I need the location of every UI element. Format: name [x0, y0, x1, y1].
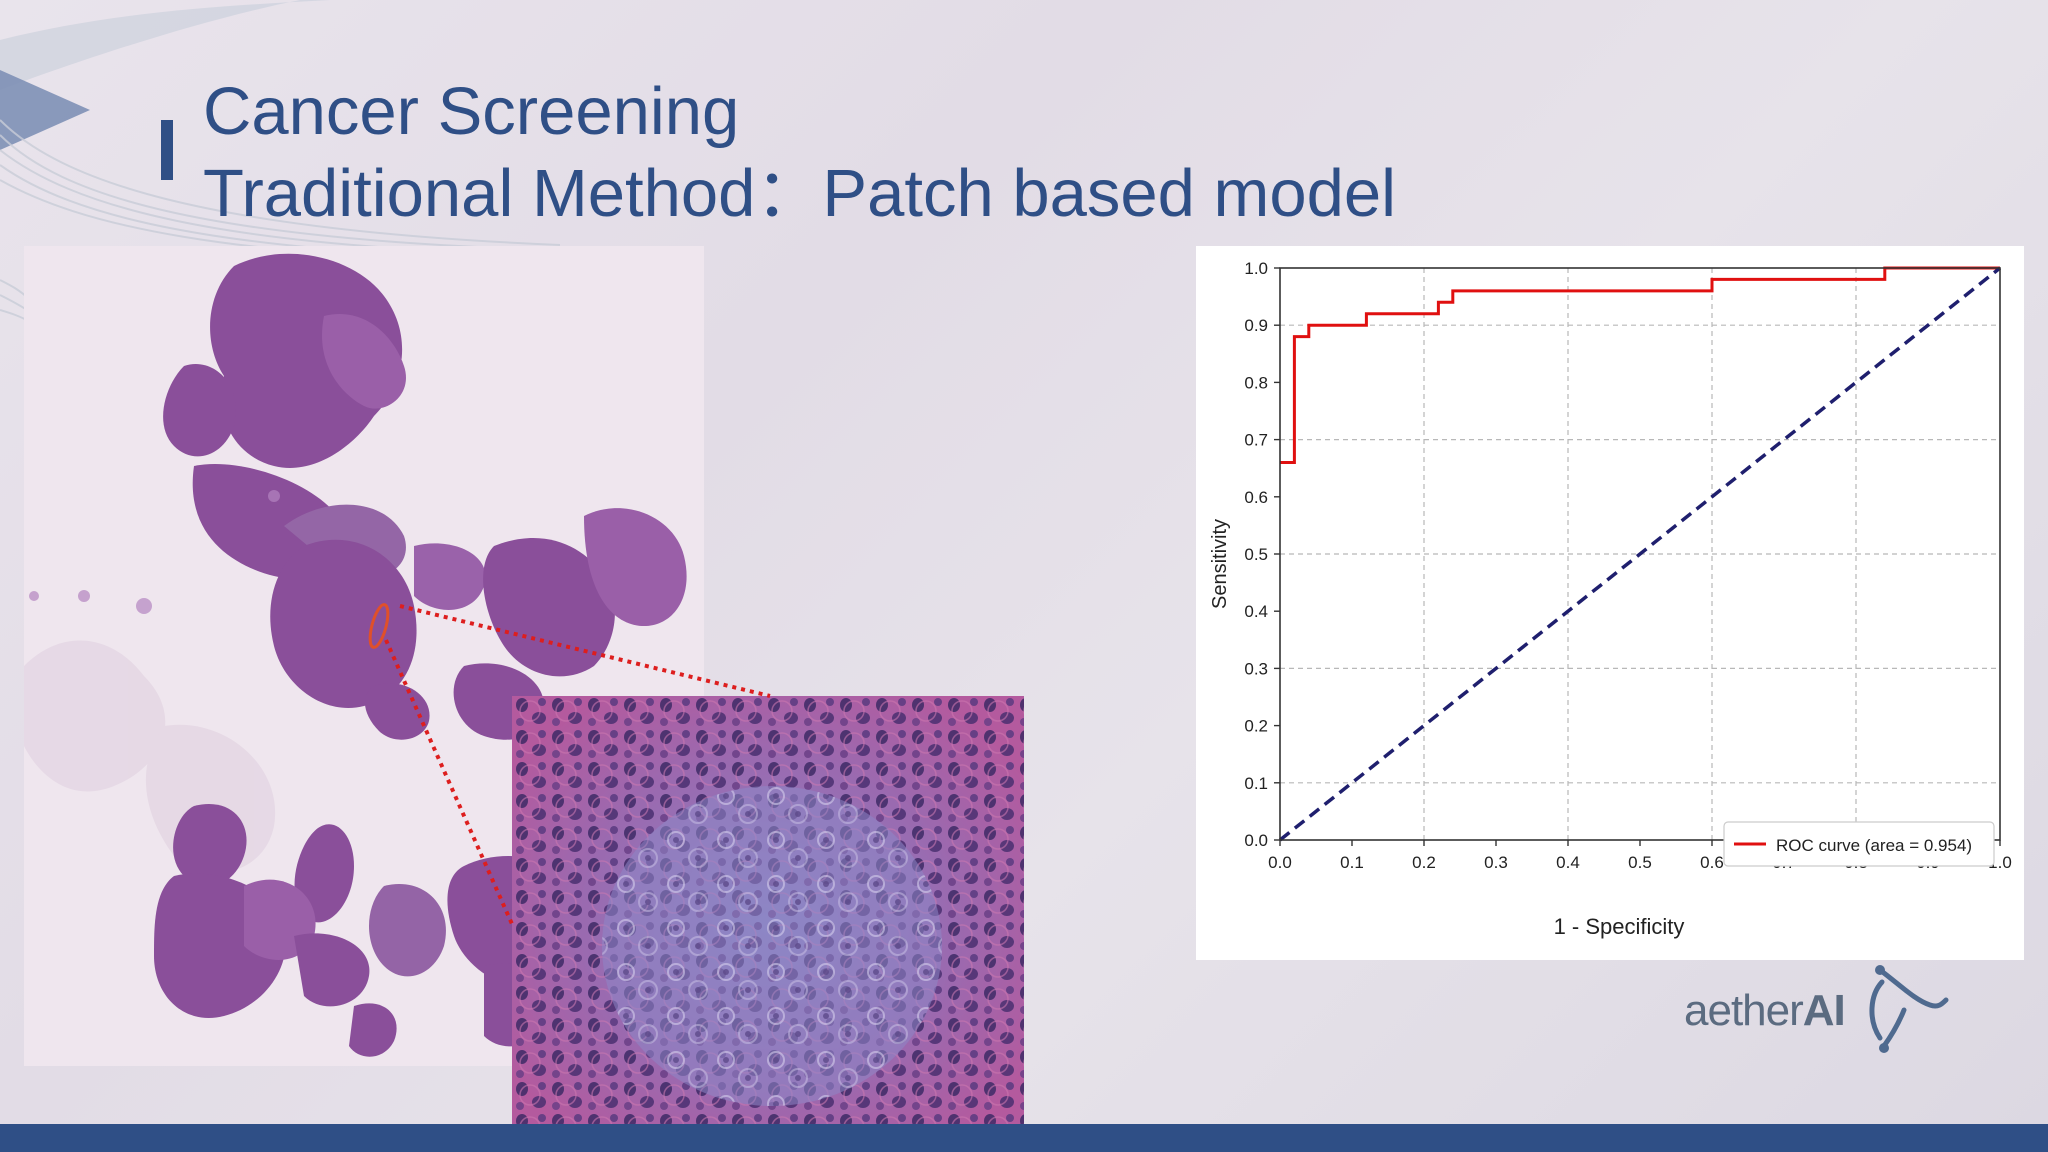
y-tick-label: 0.4 — [1244, 602, 1268, 621]
x-tick-label: 0.6 — [1700, 853, 1724, 872]
x-tick-label: 0.1 — [1340, 853, 1364, 872]
y-tick-label: 0.8 — [1244, 373, 1268, 392]
roc-chart-panel: 0.0 0.1 0.2 0.3 0.4 0.5 0.6 0.7 0.8 0.9 1.0 0.0 0.1… — [1196, 246, 2024, 960]
slide-title: Cancer Screening — [203, 74, 740, 149]
slide-subtitle: Traditional Method：Patch based model — [203, 156, 1397, 231]
x-tick-label: 0.0 — [1268, 853, 1292, 872]
y-tick-label: 0.5 — [1244, 545, 1268, 564]
y-tick-label: 0.1 — [1244, 774, 1268, 793]
y-axis-label: Sensitivity — [1209, 519, 1231, 609]
title-accent-bar — [161, 120, 173, 180]
legend-box — [1723, 821, 1995, 867]
x-tick-label: 0.5 — [1628, 853, 1652, 872]
chart-grid — [1280, 268, 2000, 840]
y-tick-label: 0.9 — [1244, 316, 1268, 335]
legend-entry: ROC curve (area = 0.954) — [1776, 836, 1972, 855]
y-tick-label: 1.0 — [1244, 259, 1268, 278]
zoomed-patch-image — [512, 696, 1024, 1152]
y-tick-label: 0.0 — [1244, 831, 1268, 850]
aetherai-logo-mark-icon — [1869, 965, 1949, 1053]
x-tick-label: 0.2 — [1412, 853, 1436, 872]
x-tick-label: 0.3 — [1484, 853, 1508, 872]
x-tick-label: 0.4 — [1556, 853, 1580, 872]
x-axis-label: 1 - Specificity — [1554, 914, 1685, 939]
y-tick-label: 0.2 — [1244, 717, 1268, 736]
y-tick-label: 0.6 — [1244, 488, 1268, 507]
y-axis-ticks: 0.0 0.1 0.2 0.3 0.4 0.5 0.6 0.7 0.8 0.9 1.0 — [1244, 259, 1280, 850]
y-tick-label: 0.3 — [1244, 659, 1268, 678]
chart-series — [1278, 266, 2002, 842]
roc-chart: 0.0 0.1 0.2 0.3 0.4 0.5 0.6 0.7 0.8 0.9 1.0 0.0 0.1… — [1209, 259, 2012, 939]
y-tick-label: 0.7 — [1244, 431, 1268, 450]
footer-bar — [0, 1124, 2048, 1152]
logo-text-bold: AI — [1802, 986, 1846, 1035]
chart-legend: ROC curve (area = 0.954) — [1723, 821, 1995, 867]
roc-curve-line — [1280, 266, 2000, 464]
logo-text-light: aether — [1684, 986, 1804, 1035]
logo-text: aetherAI — [1684, 986, 1846, 1036]
aetherai-logo: aetherAI — [1680, 960, 1949, 1060]
chance-diagonal-line — [1278, 266, 2002, 842]
